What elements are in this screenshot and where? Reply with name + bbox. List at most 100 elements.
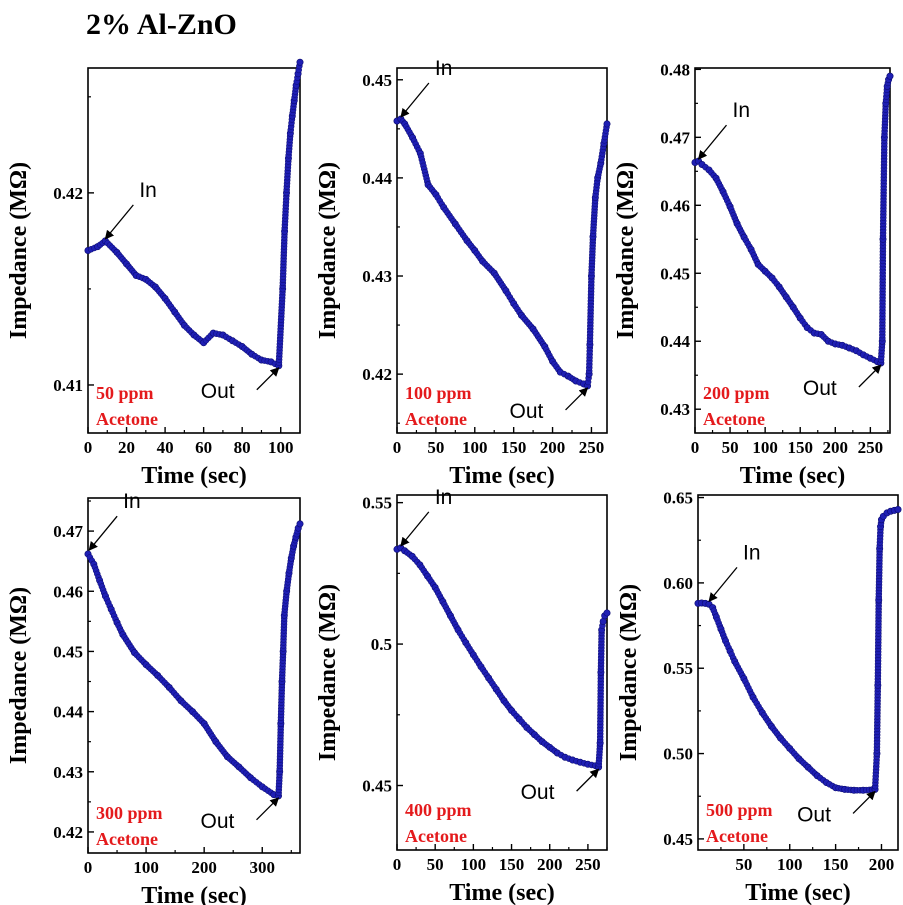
panel-500ppm: 50 100 150 200 0.45 0.50 0.55 0.60 0.65 Time (sec… bbox=[616, 489, 902, 905]
panel-400ppm: 0 50 100 150 200 250 0.45 0.5 0.55 Time (sec) Impe… bbox=[315, 486, 611, 905]
x-tick-label: 100 bbox=[133, 858, 159, 877]
series-line bbox=[694, 76, 891, 364]
panel-100ppm: 0 50 100 150 200 250 0.42 0.43 0.44 0.45 Time (sec… bbox=[315, 57, 611, 489]
annotation-arrow bbox=[88, 515, 118, 551]
annotation-out-label: Out bbox=[803, 377, 837, 400]
plot-frame bbox=[87, 497, 301, 854]
annotation-arrow bbox=[256, 367, 280, 391]
annotation-out-label: Out bbox=[521, 781, 555, 804]
y-tick-label: 0.50 bbox=[663, 745, 693, 764]
figure-title: 2% Al-ZnO bbox=[86, 8, 237, 41]
x-tick-label: 200 bbox=[540, 438, 566, 457]
panel-300ppm: 0 100 200 300 0.42 0.43 0.44 0.45 0.46 0.47 Time (… bbox=[6, 490, 304, 905]
y-tick-label: 0.42 bbox=[53, 184, 83, 203]
x-tick-label: 150 bbox=[501, 438, 527, 457]
x-tick-label: 0 bbox=[84, 438, 93, 457]
x-axis-title: Time (sec) bbox=[449, 880, 555, 905]
y-tick-label: 0.48 bbox=[660, 60, 690, 79]
concentration-label: 300 ppm bbox=[96, 803, 163, 823]
panel-50ppm: 0 20 40 60 80 100 0.41 0.42 Time (sec) Impedance … bbox=[6, 58, 304, 489]
y-tick-label: 0.43 bbox=[53, 763, 83, 782]
y-tick-label: 0.45 bbox=[660, 264, 690, 283]
y-tick-label: 0.47 bbox=[660, 128, 690, 147]
series-markers bbox=[691, 72, 894, 367]
annotation-out-label: Out bbox=[797, 803, 831, 826]
x-tick-label: 0 bbox=[393, 438, 402, 457]
x-tick-label: 0 bbox=[691, 438, 700, 457]
plot-frame bbox=[697, 494, 899, 851]
x-tick-label: 250 bbox=[858, 438, 884, 457]
annotation-arrow bbox=[565, 387, 589, 411]
concentration-label: 400 ppm bbox=[405, 800, 472, 820]
y-tick-label: 0.60 bbox=[663, 574, 693, 593]
y-tick-label: 0.55 bbox=[362, 494, 392, 513]
y-tick-label: 0.65 bbox=[663, 489, 693, 508]
x-tick-label: 100 bbox=[462, 438, 488, 457]
concentration-label: 200 ppm bbox=[703, 383, 770, 403]
y-tick-label: 0.43 bbox=[660, 400, 690, 419]
x-tick-label: 150 bbox=[787, 438, 813, 457]
y-tick-label: 0.45 bbox=[362, 71, 392, 90]
x-tick-label: 250 bbox=[579, 438, 605, 457]
series-markers bbox=[393, 544, 611, 771]
data-point bbox=[603, 609, 611, 617]
y-tick-label: 0.46 bbox=[660, 196, 690, 215]
x-tick-label: 20 bbox=[118, 438, 135, 457]
y-axis-title: Impedance (MΩ) bbox=[616, 584, 642, 761]
gas-label: Acetone bbox=[703, 409, 765, 429]
x-tick-label: 60 bbox=[195, 438, 212, 457]
x-axis-title: Time (sec) bbox=[449, 463, 555, 489]
x-tick-label: 300 bbox=[249, 858, 275, 877]
y-axis-title: Impedance (MΩ) bbox=[315, 162, 341, 339]
data-point bbox=[603, 120, 611, 128]
y-axis-title: Impedance (MΩ) bbox=[6, 587, 32, 764]
x-tick-label: 50 bbox=[427, 438, 444, 457]
x-tick-label: 80 bbox=[234, 438, 251, 457]
data-point bbox=[886, 72, 894, 80]
annotation-arrow bbox=[852, 790, 876, 814]
x-tick-label: 50 bbox=[427, 855, 444, 874]
concentration-label: 500 ppm bbox=[706, 800, 773, 820]
x-tick-label: 50 bbox=[735, 855, 752, 874]
x-axis-title: Time (sec) bbox=[141, 463, 247, 489]
series-markers bbox=[694, 506, 902, 794]
series-line bbox=[87, 523, 301, 797]
annotation-in-label: In bbox=[733, 99, 751, 122]
x-tick-label: 150 bbox=[823, 855, 849, 874]
x-tick-label: 200 bbox=[869, 855, 895, 874]
annotation-in-label: In bbox=[435, 57, 453, 80]
gas-label: Acetone bbox=[96, 409, 158, 429]
y-tick-label: 0.42 bbox=[362, 365, 392, 384]
y-tick-label: 0.46 bbox=[53, 582, 83, 601]
series-line bbox=[396, 118, 608, 387]
annotation-in-label: In bbox=[123, 490, 141, 513]
series-markers bbox=[84, 58, 304, 370]
y-tick-label: 0.47 bbox=[53, 522, 83, 541]
gas-label: Acetone bbox=[96, 829, 158, 849]
annotation-arrow bbox=[400, 511, 430, 547]
y-tick-label: 0.55 bbox=[663, 659, 693, 678]
x-tick-label: 100 bbox=[268, 438, 294, 457]
x-axis-title: Time (sec) bbox=[745, 880, 851, 905]
plot-frame bbox=[396, 494, 608, 851]
annotation-arrow bbox=[256, 797, 280, 821]
series-line bbox=[87, 62, 301, 367]
x-axis-title: Time (sec) bbox=[141, 883, 247, 905]
annotation-out-label: Out bbox=[510, 400, 544, 423]
annotation-arrow bbox=[697, 124, 728, 160]
x-tick-label: 50 bbox=[722, 438, 739, 457]
y-tick-label: 0.42 bbox=[53, 823, 83, 842]
series-markers bbox=[393, 115, 611, 390]
annotation-out-label: Out bbox=[201, 810, 235, 833]
x-tick-label: 200 bbox=[191, 858, 217, 877]
annotation-arrow bbox=[708, 566, 738, 603]
x-tick-label: 100 bbox=[752, 438, 778, 457]
y-tick-label: 0.45 bbox=[362, 777, 392, 796]
y-axis-title: Impedance (MΩ) bbox=[613, 162, 639, 339]
x-tick-label: 0 bbox=[84, 858, 93, 877]
x-tick-label: 100 bbox=[777, 855, 803, 874]
annotation-in-label: In bbox=[435, 486, 453, 509]
plot-frame bbox=[694, 67, 891, 434]
concentration-label: 100 ppm bbox=[405, 383, 472, 403]
y-tick-label: 0.5 bbox=[371, 635, 392, 654]
